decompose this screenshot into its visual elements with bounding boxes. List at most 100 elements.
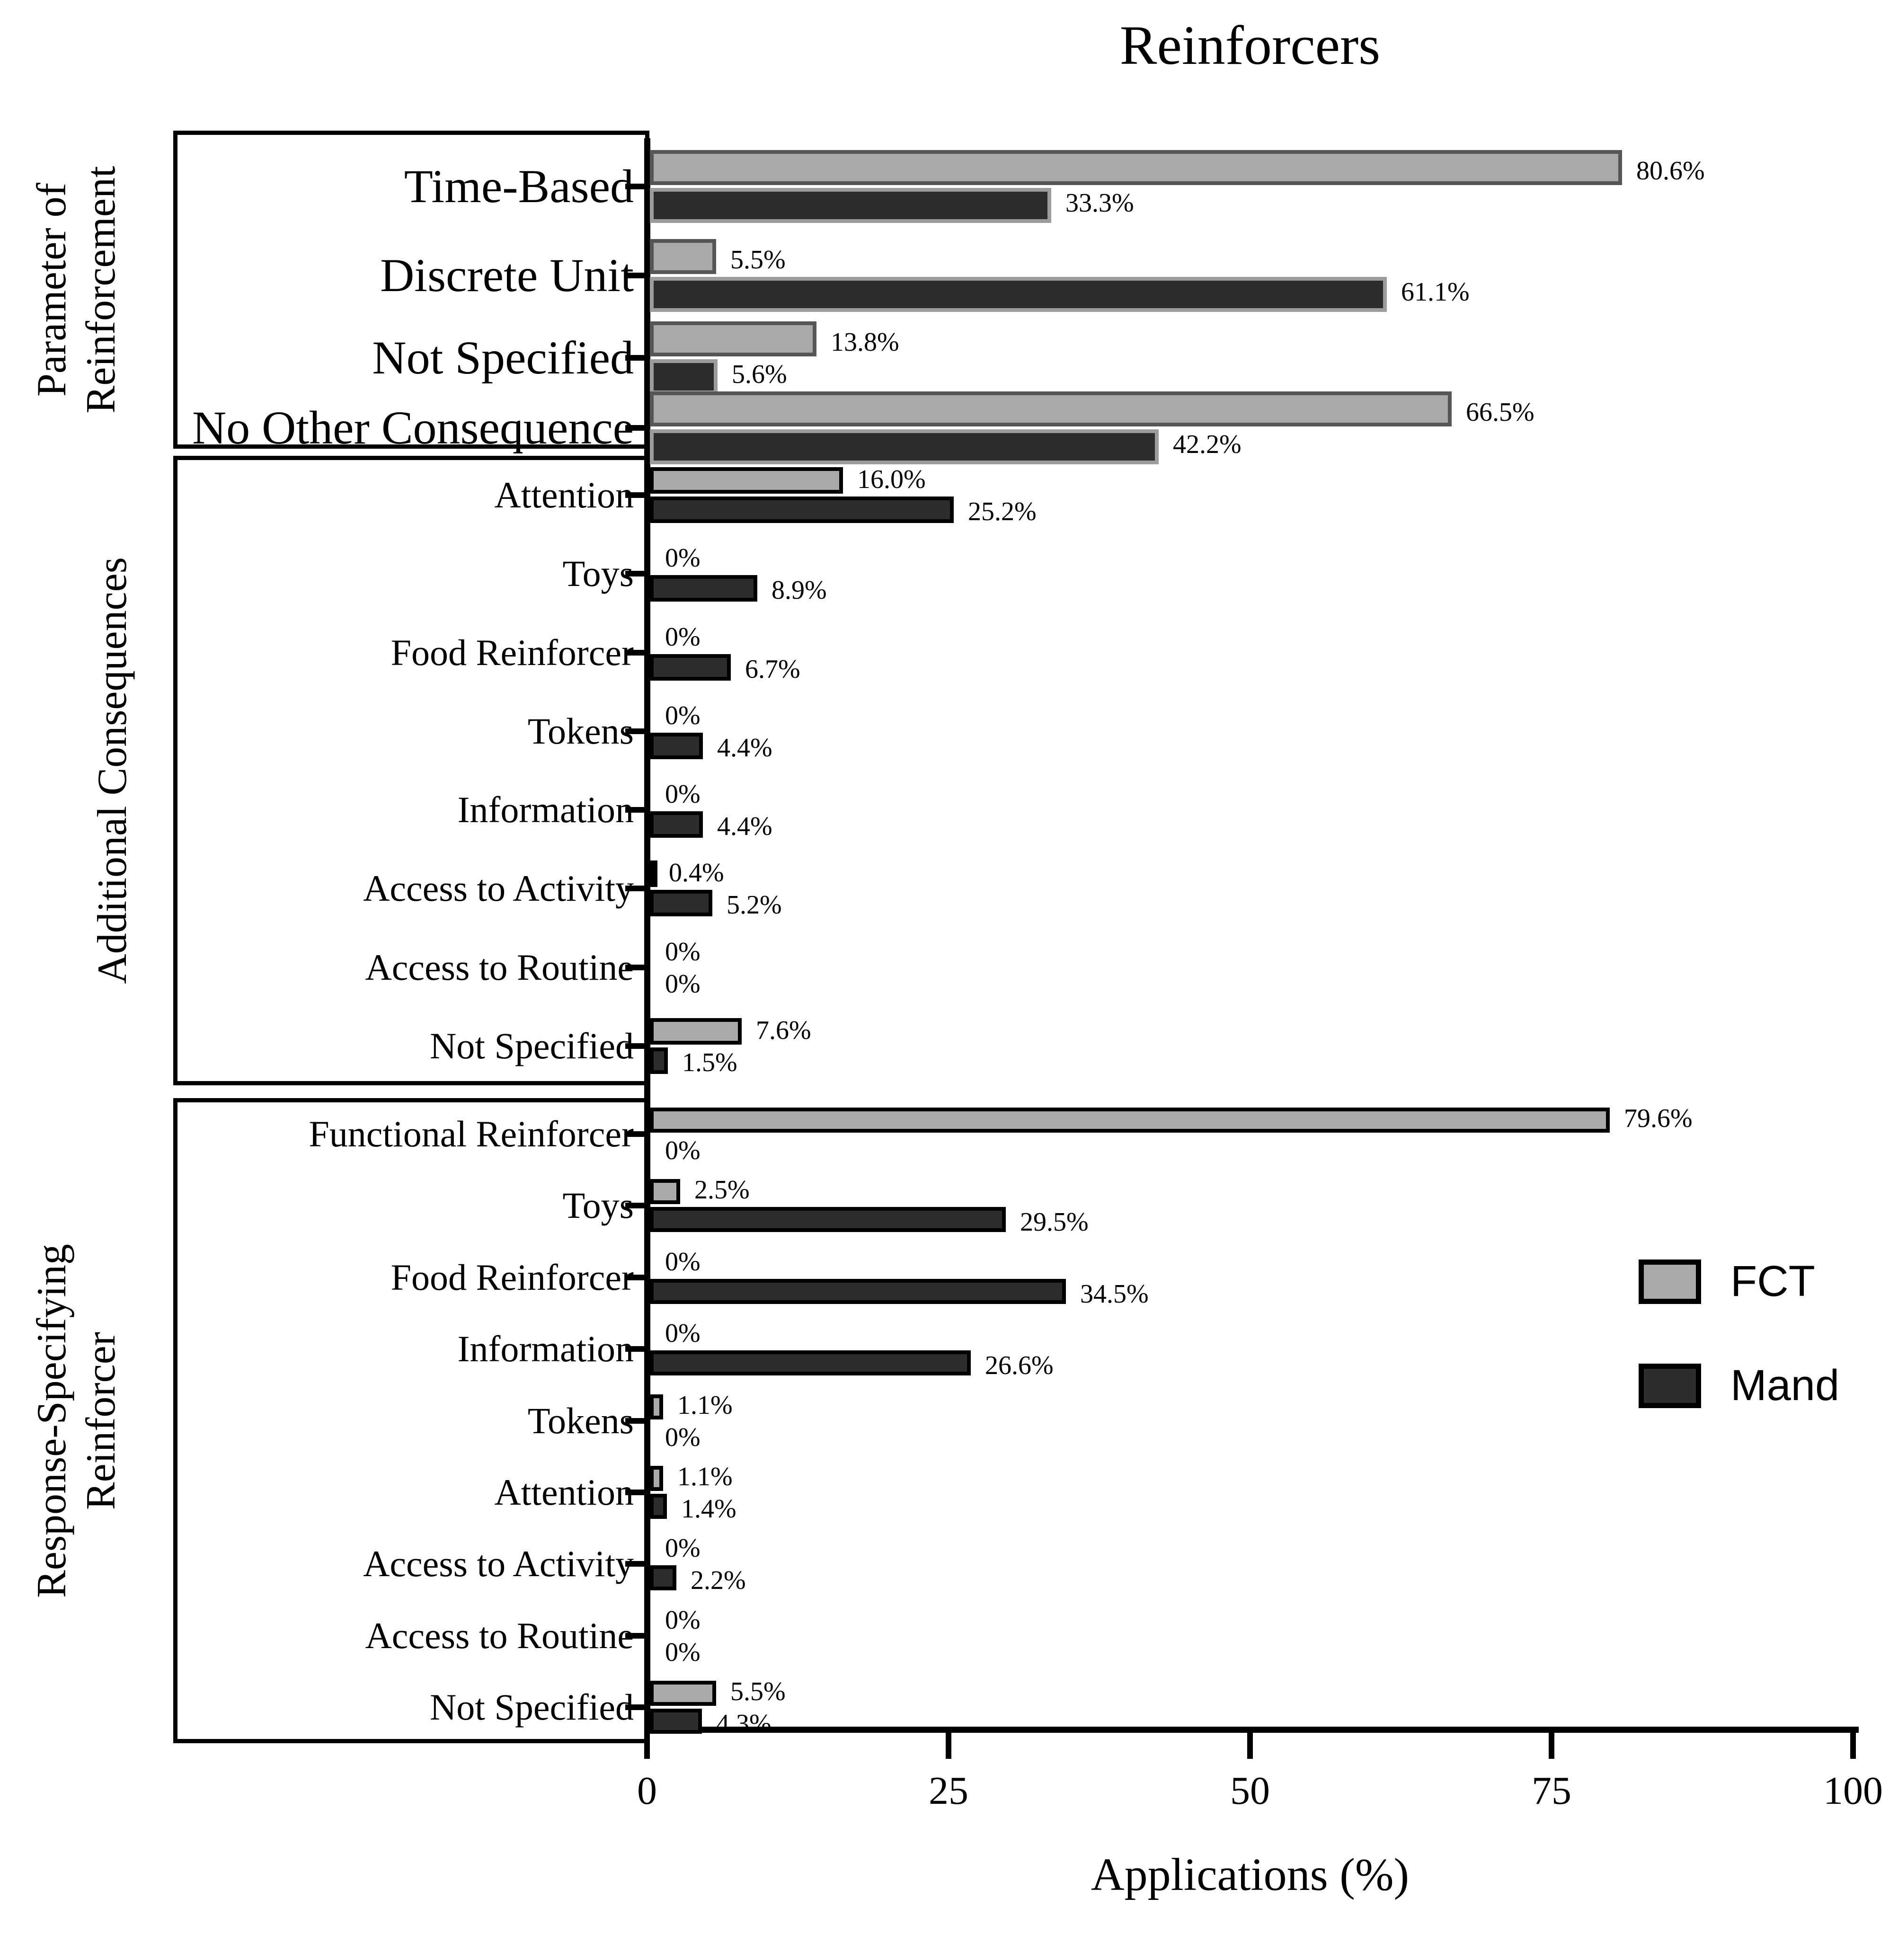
category-label: Food Reinforcer	[390, 632, 634, 673]
mand-bar	[650, 733, 703, 759]
mand-value-label: 4.4%	[717, 733, 772, 763]
fct-value-label: 0%	[665, 780, 701, 809]
category-label: Attention	[494, 474, 634, 515]
mand-value-label: 6.7%	[745, 655, 800, 684]
x-axis-tick-label: 0	[637, 1769, 657, 1813]
y-tick	[625, 184, 647, 189]
fct-value-label: 1.1%	[677, 1462, 733, 1491]
legend-item-fct: FCT	[1639, 1257, 1815, 1306]
y-tick	[625, 492, 647, 498]
fct-value-label: 13.8%	[831, 328, 899, 357]
mand-bar	[650, 1709, 702, 1734]
group-label: Response-Specifying Reinforcer	[29, 1243, 124, 1598]
category-label: No Other Consequence	[192, 401, 634, 454]
fct-value-label: 0%	[665, 1534, 701, 1563]
x-axis-tick	[1850, 1729, 1856, 1759]
mand-value-label: 0%	[665, 1423, 701, 1452]
y-tick	[625, 273, 647, 278]
fct-value-label: 0%	[665, 701, 701, 730]
y-tick	[625, 425, 647, 431]
fct-value-label: 0%	[665, 937, 701, 967]
category-label: Information	[457, 1328, 634, 1369]
fct-value-label: 79.6%	[1624, 1104, 1693, 1133]
fct-bar	[650, 860, 657, 887]
x-axis-tick	[1247, 1729, 1253, 1759]
mand-bar	[650, 1494, 667, 1519]
fct-value-label: 0%	[665, 622, 701, 652]
fct-value-label: 2.5%	[694, 1175, 750, 1205]
mand-bar	[650, 1350, 971, 1375]
category-label: Time-Based	[404, 160, 634, 213]
mand-bar	[650, 654, 731, 681]
fct-bar	[650, 321, 816, 356]
group-box	[173, 1098, 649, 1743]
fct-value-label: 16.0%	[857, 465, 926, 494]
category-label: Access to Routine	[365, 947, 634, 988]
mand-bar	[650, 1047, 668, 1074]
fct-value-label: 7.6%	[756, 1016, 811, 1045]
fct-bar	[650, 1681, 716, 1706]
mand-value-label: 25.2%	[968, 497, 1037, 526]
fct-bar	[650, 150, 1622, 185]
mand-value-label: 42.2%	[1173, 430, 1242, 459]
y-tick	[625, 571, 647, 576]
legend-swatch-fct	[1639, 1259, 1701, 1304]
y-tick	[625, 1633, 647, 1639]
mand-bar	[650, 497, 954, 523]
fct-value-label: 0%	[665, 1605, 701, 1635]
x-axis-tick-label: 25	[929, 1769, 968, 1813]
y-tick	[625, 650, 647, 656]
mand-value-label: 5.2%	[727, 890, 782, 920]
y-tick	[625, 1043, 647, 1049]
fct-bar	[650, 1179, 680, 1204]
y-tick	[625, 807, 647, 813]
category-label: Not Specified	[429, 1025, 634, 1066]
mand-value-label: 5.6%	[732, 360, 787, 389]
category-label: Access to Activity	[363, 1543, 634, 1584]
legend-swatch-mand	[1639, 1363, 1701, 1408]
category-label: Discrete Unit	[380, 249, 634, 302]
mand-value-label: 0%	[665, 1638, 701, 1667]
fct-bar	[650, 1018, 742, 1045]
fct-bar	[650, 1108, 1610, 1133]
fct-value-label: 0%	[665, 1247, 701, 1277]
fct-value-label: 66.5%	[1466, 398, 1534, 427]
mand-value-label: 8.9%	[772, 576, 827, 605]
y-tick	[625, 886, 647, 891]
x-axis-tick	[946, 1729, 951, 1759]
category-label: Information	[457, 789, 634, 830]
category-label: Toys	[562, 1185, 634, 1226]
fct-bar	[650, 1466, 663, 1491]
mand-bar	[650, 575, 757, 602]
category-label: Access to Activity	[363, 868, 634, 909]
fct-bar	[650, 1394, 663, 1419]
mand-bar	[650, 1279, 1066, 1304]
category-label: Attention	[494, 1472, 634, 1513]
fct-bar	[650, 467, 843, 494]
fct-bar	[650, 239, 716, 274]
fct-value-label: 0.4%	[669, 858, 724, 887]
mand-value-label: 34.5%	[1080, 1279, 1149, 1309]
legend-item-mand: Mand	[1639, 1361, 1839, 1410]
mand-bar	[650, 277, 1387, 312]
group-box	[173, 456, 649, 1085]
mand-bar	[650, 359, 718, 394]
legend-label-fct: FCT	[1730, 1257, 1815, 1305]
mand-value-label: 1.5%	[682, 1048, 737, 1077]
mand-bar	[650, 1207, 1006, 1232]
x-axis-tick-label: 75	[1532, 1769, 1571, 1813]
mand-value-label: 26.6%	[985, 1351, 1054, 1380]
mand-value-label: 61.1%	[1401, 277, 1470, 307]
y-tick	[625, 1275, 647, 1280]
y-tick	[625, 1561, 647, 1567]
category-label: Access to Routine	[365, 1615, 634, 1656]
y-tick	[625, 1418, 647, 1424]
group-label: Parameter of Reinforcement	[29, 166, 124, 414]
mand-value-label: 2.2%	[691, 1566, 746, 1595]
fct-value-label: 5.5%	[730, 245, 786, 275]
y-tick	[625, 1704, 647, 1710]
y-tick	[625, 1490, 647, 1495]
mand-bar	[650, 188, 1051, 223]
mand-bar	[650, 429, 1159, 464]
